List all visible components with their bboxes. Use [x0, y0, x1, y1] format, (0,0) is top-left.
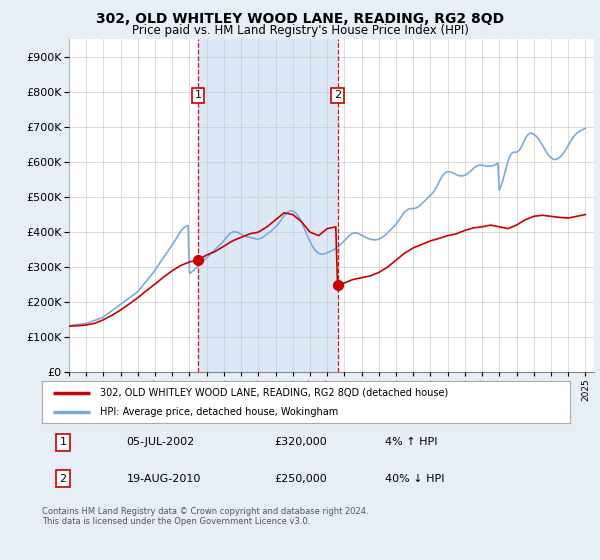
- Text: 40% ↓ HPI: 40% ↓ HPI: [385, 474, 445, 483]
- Text: £250,000: £250,000: [274, 474, 327, 483]
- Text: 19-AUG-2010: 19-AUG-2010: [127, 474, 201, 483]
- Text: 2: 2: [59, 474, 67, 483]
- Text: 302, OLD WHITLEY WOOD LANE, READING, RG2 8QD: 302, OLD WHITLEY WOOD LANE, READING, RG2…: [96, 12, 504, 26]
- Text: £320,000: £320,000: [274, 437, 327, 447]
- Bar: [198, 39, 338, 372]
- Text: 1: 1: [194, 90, 202, 100]
- Text: 05-JUL-2002: 05-JUL-2002: [127, 437, 195, 447]
- Text: HPI: Average price, detached house, Wokingham: HPI: Average price, detached house, Woki…: [100, 407, 338, 417]
- Text: 302, OLD WHITLEY WOOD LANE, READING, RG2 8QD (detached house): 302, OLD WHITLEY WOOD LANE, READING, RG2…: [100, 388, 448, 398]
- Text: 2: 2: [334, 90, 341, 100]
- Text: 1: 1: [59, 437, 67, 447]
- Text: 4% ↑ HPI: 4% ↑ HPI: [385, 437, 438, 447]
- Text: Contains HM Land Registry data © Crown copyright and database right 2024.
This d: Contains HM Land Registry data © Crown c…: [42, 507, 368, 526]
- Text: Price paid vs. HM Land Registry's House Price Index (HPI): Price paid vs. HM Land Registry's House …: [131, 24, 469, 37]
